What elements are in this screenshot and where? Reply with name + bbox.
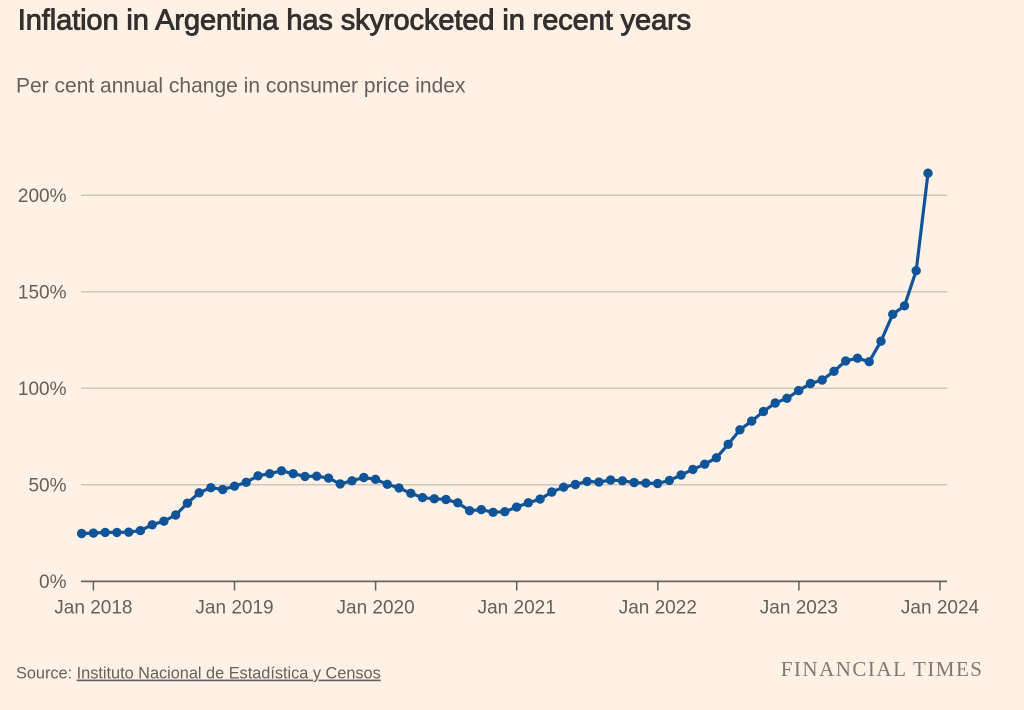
svg-text:50%: 50% (28, 475, 66, 496)
svg-text:Jan 2023: Jan 2023 (760, 598, 838, 619)
svg-text:100%: 100% (18, 379, 67, 400)
svg-text:200%: 200% (18, 186, 67, 207)
svg-text:Jan 2021: Jan 2021 (478, 598, 556, 619)
svg-text:Jan 2020: Jan 2020 (337, 598, 415, 619)
svg-text:Per cent annual change in cons: Per cent annual change in consumer price… (16, 74, 466, 97)
svg-text:Jan 2022: Jan 2022 (619, 598, 697, 619)
svg-text:FINANCIAL TIMES: FINANCIAL TIMES (781, 657, 984, 681)
svg-text:150%: 150% (18, 282, 67, 303)
svg-text:0%: 0% (39, 572, 67, 593)
svg-text:Jan 2019: Jan 2019 (195, 598, 273, 619)
svg-text:Jan 2018: Jan 2018 (54, 598, 132, 619)
svg-text:Source: Instituto Nacional de: Source: Instituto Nacional de Estadístic… (16, 665, 381, 683)
svg-text:Jan 2024: Jan 2024 (901, 598, 980, 619)
svg-text:Inflation in Argentina has sky: Inflation in Argentina has skyrocketed i… (18, 5, 691, 37)
